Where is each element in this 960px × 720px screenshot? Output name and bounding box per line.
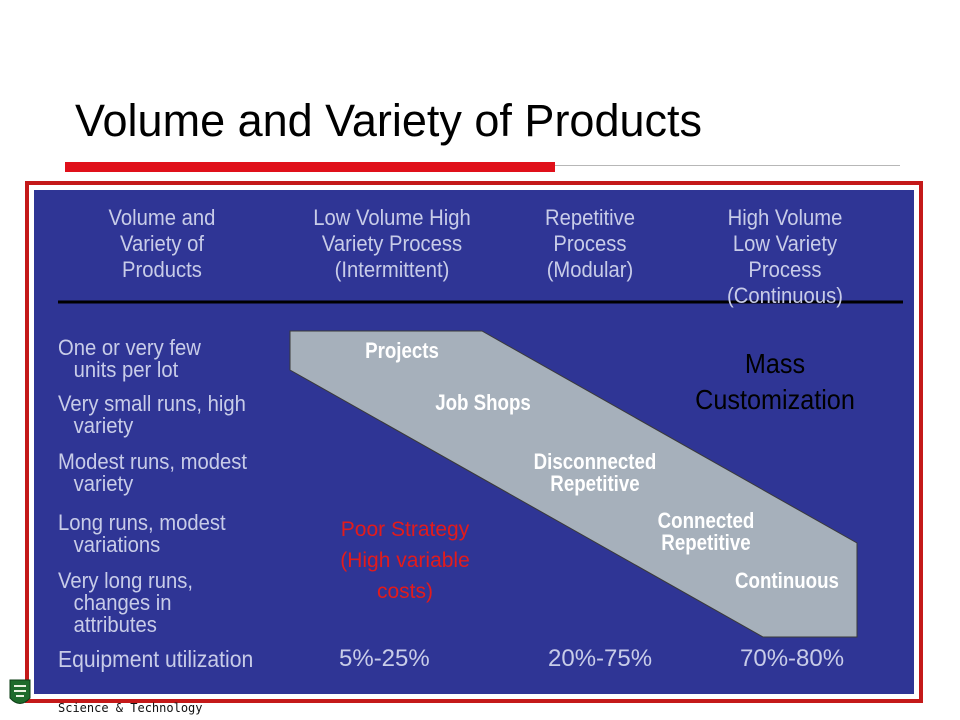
header-high-volume: High Volume Low Variety Process (Continuous… [727,205,843,308]
utilization-repetitive: 20%-75% [548,645,653,672]
utilization-high-volume: 70%-80% [740,645,845,672]
header-repetitive: Repetitive Process (Modular) [544,205,636,282]
band-label-disconnected-repetitive: Disconnected Repetitive [533,449,657,496]
title-accent-bar [65,162,555,172]
footer-text: Science & Technology [58,701,203,715]
mass-customization-label: Mass Customization [695,348,855,415]
row-label-long-runs: Long runs, modest variations [58,510,226,557]
title-rule [555,165,900,166]
row-label-few-units: One or very few units per lot [58,335,201,382]
header-volume-variety: Volume and Variety of Products [108,205,216,282]
poor-strategy-label: Poor Strategy (High variable costs) [340,518,470,603]
utilization-label: Equipment utilization [58,646,254,672]
row-label-very-long-runs: Very long runs, changes in attributes [58,568,194,637]
process-band [289,330,858,638]
band-label-connected-repetitive: Connected Repetitive [657,508,755,555]
page-title: Volume and Variety of Products [75,95,703,146]
band-label-continuous: Continuous [735,568,839,593]
university-logo-icon [9,679,31,704]
band-label-projects: Projects [365,338,439,363]
row-label-modest-runs: Modest runs, modest variety [58,449,248,496]
row-label-small-runs: Very small runs, high variety [58,391,246,438]
utilization-low-volume: 5%-25% [339,645,430,672]
header-low-volume: Low Volume High Variety Process (Intermitt… [313,205,471,282]
band-label-job-shops: Job Shops [435,390,531,415]
